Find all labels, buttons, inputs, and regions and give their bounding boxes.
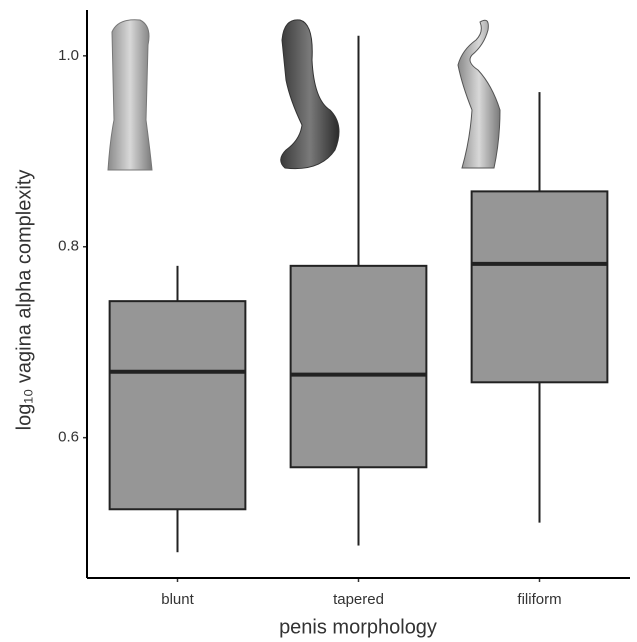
box: [289, 264, 428, 469]
x-tick-label: blunt: [161, 591, 194, 608]
y-axis-title: log₁₀ vagina alpha complexity: [13, 170, 35, 431]
box: [108, 300, 247, 511]
y-tick-label: 0.6: [58, 429, 79, 446]
x-tick-label: tapered: [333, 591, 384, 608]
box: [470, 190, 609, 384]
y-tick-label: 0.8: [58, 238, 79, 255]
specimen-photos: [107, 19, 501, 171]
y-tick-label: 1.0: [58, 47, 79, 64]
x-tick-label: filiform: [517, 591, 561, 608]
x-axis-title: penis morphology: [279, 616, 437, 638]
